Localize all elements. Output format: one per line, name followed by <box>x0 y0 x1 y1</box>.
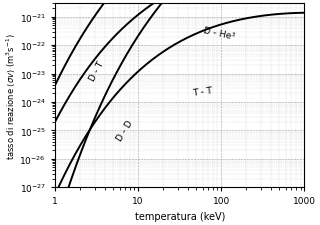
Text: T - T: T - T <box>192 86 213 98</box>
Text: D - T: D - T <box>88 60 106 83</box>
Text: D - D: D - D <box>116 118 135 142</box>
Y-axis label: tasso di reazione $\langle\sigma v\rangle$ (m$^3$s$^{-1}$): tasso di reazione $\langle\sigma v\rangl… <box>4 33 17 159</box>
X-axis label: temperatura (keV): temperatura (keV) <box>134 211 225 221</box>
Text: D - He³: D - He³ <box>203 26 236 41</box>
